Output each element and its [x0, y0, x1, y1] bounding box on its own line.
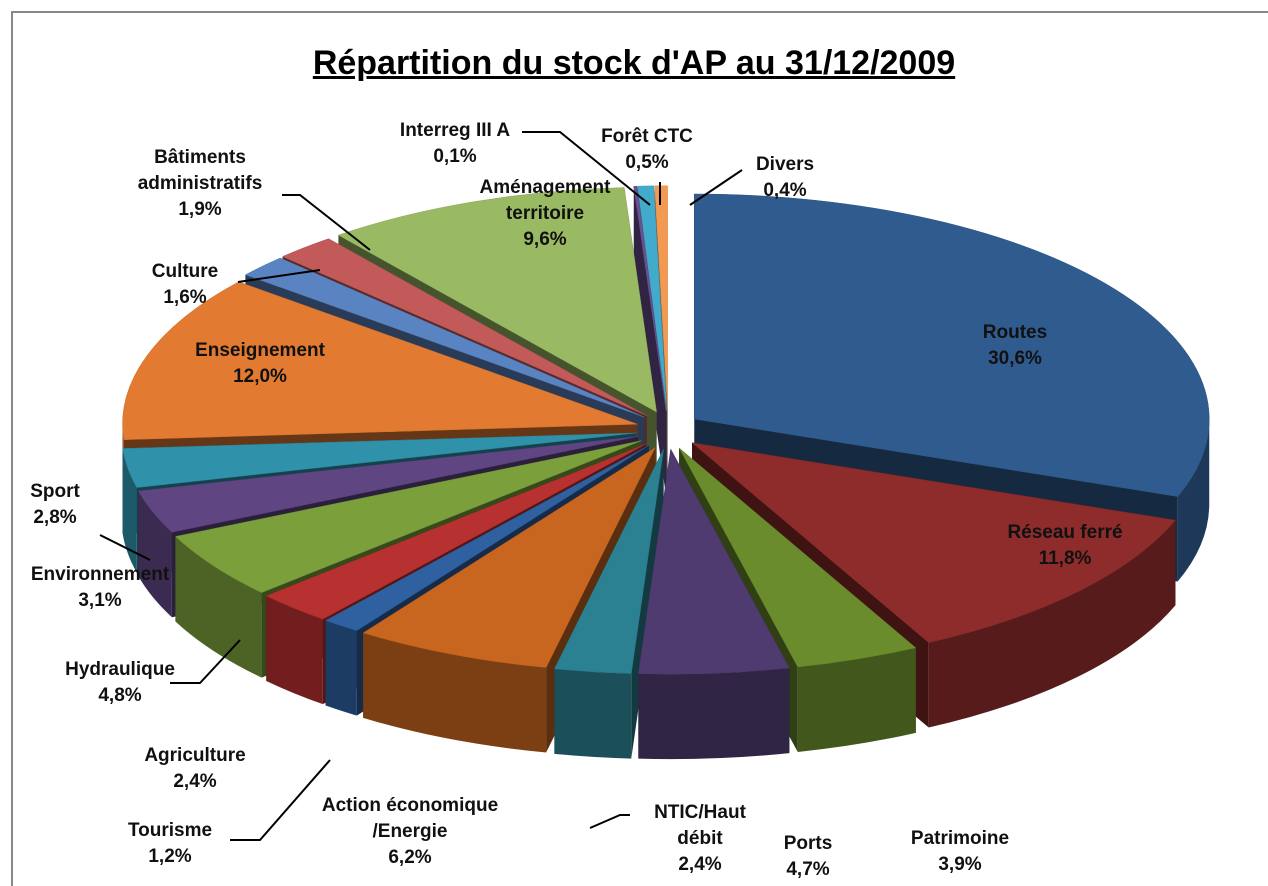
leader-line [230, 759, 331, 841]
slice-label: Action économique /Energie 6,2% [290, 793, 530, 871]
slice-wall [363, 632, 547, 753]
category-label: Ports [783, 833, 833, 854]
value-label: 4,7% [786, 859, 830, 880]
value-label: 0,4% [763, 180, 807, 201]
category-label: Sport [30, 481, 80, 502]
slice [654, 185, 668, 411]
slice-label: Routes 30,6% [955, 320, 1075, 372]
slice-label: Aménagement territoire 9,6% [460, 175, 630, 253]
slice [633, 185, 667, 411]
value-label: 1,6% [163, 287, 207, 308]
category-label: Bâtiments administratifs [137, 147, 263, 194]
slice [678, 447, 917, 668]
value-label: 11,8% [1038, 548, 1092, 569]
slice [554, 448, 664, 674]
slice-label: Environnement 3,1% [15, 562, 185, 614]
category-label: Action économique /Energie [321, 795, 499, 842]
value-label: 1,2% [148, 846, 192, 867]
slice [337, 187, 657, 413]
slice-wall [122, 448, 137, 573]
value-label: 2,4% [678, 854, 722, 875]
category-label: Environnement [30, 564, 170, 585]
value-label: 2,8% [33, 507, 77, 528]
leader-line [282, 194, 371, 251]
slice-label: Bâtiments administratifs 1,9% [110, 145, 290, 223]
leader-line [589, 814, 630, 829]
value-label: 6,2% [388, 847, 432, 868]
slice-wall [1177, 419, 1210, 582]
slice-label: Divers 0,4% [735, 152, 835, 204]
leaders [99, 131, 743, 841]
slice [137, 436, 638, 533]
slice [265, 443, 647, 620]
slice [281, 238, 647, 416]
value-label: 0,5% [625, 152, 669, 173]
leader-line [689, 169, 743, 206]
value-label: 1,9% [178, 199, 222, 220]
category-label: Forêt CTC [601, 126, 693, 147]
slice-label: Réseau ferré 11,8% [985, 520, 1145, 572]
value-label: 3,1% [78, 590, 122, 611]
slices [122, 185, 1210, 760]
frame [11, 11, 1268, 886]
slice [637, 185, 667, 411]
leader-line [237, 269, 321, 283]
slice [122, 281, 638, 440]
value-label: 0,1% [433, 146, 477, 167]
chart-title: Répartition du stock d'AP au 31/12/2009 [312, 44, 956, 82]
slice-wall [638, 668, 790, 760]
slice-label: Culture 1,6% [135, 259, 235, 311]
category-label: Aménagement territoire [479, 177, 611, 224]
slice-wall [554, 668, 632, 759]
slice-label: Hydraulique 4,8% [50, 657, 190, 709]
slice [362, 446, 656, 668]
value-label: 12,0% [233, 366, 287, 387]
category-label: Divers [755, 154, 815, 175]
category-label: Enseignement [195, 340, 325, 361]
slice [122, 432, 637, 488]
leader-line [170, 639, 241, 684]
value-label: 2,4% [173, 771, 217, 792]
slice-wall [266, 595, 323, 705]
slice [244, 257, 645, 418]
slice-wall [138, 491, 172, 618]
category-label: NTIC/Haut débit [654, 802, 746, 849]
slice [638, 448, 790, 675]
value-label: 9,6% [523, 229, 567, 250]
slice-label: Patrimoine 3,9% [890, 826, 1030, 878]
slice [691, 442, 1176, 643]
leader-line [522, 131, 651, 206]
slice-side [636, 186, 667, 496]
value-label: 4,8% [98, 685, 142, 706]
category-label: Interreg III A [399, 120, 511, 141]
category-label: Hydraulique [65, 659, 175, 680]
slice-label: Tourisme 1,2% [110, 818, 230, 870]
slice-label: NTIC/Haut débit 2,4% [650, 800, 750, 878]
slice-label: Interreg III A 0,1% [375, 118, 535, 170]
slice-label: Forêt CTC 0,5% [587, 124, 707, 176]
category-label: Réseau ferré [1007, 522, 1123, 543]
leader-line [99, 534, 151, 561]
slice-wall [175, 536, 262, 678]
slice-label: Ports 4,7% [768, 831, 848, 883]
slice-label: Enseignement 12,0% [170, 338, 350, 390]
value-label: 3,9% [938, 854, 982, 875]
slice [174, 440, 642, 593]
slice-wall [797, 647, 916, 752]
value-label: 30,6% [988, 348, 1042, 369]
category-label: Routes [982, 322, 1048, 343]
category-label: Culture [151, 261, 219, 282]
slice [324, 445, 650, 631]
slice-wall [325, 620, 357, 716]
category-label: Tourisme [127, 820, 213, 841]
slice [693, 193, 1210, 497]
category-label: Patrimoine [910, 828, 1010, 849]
slice-label: Sport 2,8% [15, 479, 95, 531]
category-label: Agriculture [144, 745, 246, 766]
slice-label: Agriculture 2,4% [125, 743, 265, 795]
